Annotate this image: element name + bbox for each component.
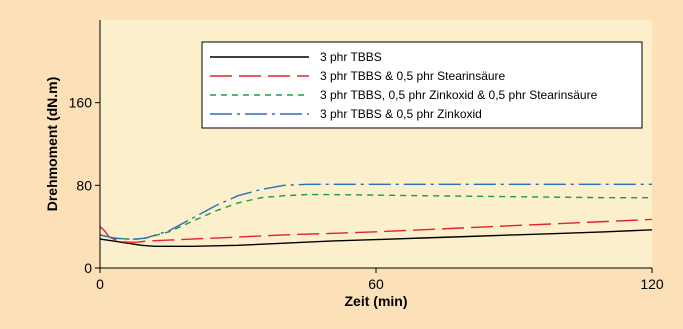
x-tick-label: 120 — [640, 276, 664, 292]
series-layer — [99, 183, 653, 247]
y-axis-title: Drehmoment (dN.m) — [44, 77, 60, 212]
series-line-1 — [99, 229, 653, 247]
legend-label-3: 3 phr TBBS, 0,5 phr Zinkoxid & 0,5 phr S… — [320, 88, 598, 102]
legend-label-2: 3 phr TBBS & 0,5 phr Stearinsäure — [320, 69, 506, 83]
legend: 3 phr TBBS 3 phr TBBS & 0,5 phr Stearinsä… — [201, 41, 643, 129]
series-line-4 — [99, 183, 652, 240]
series-line-2 — [99, 218, 653, 243]
y-tick-label: 80 — [76, 177, 92, 193]
x-tick-label: 0 — [96, 276, 104, 292]
ticks: 0 60 120 0 80 160 — [69, 95, 664, 292]
y-tick-label: 160 — [69, 95, 93, 111]
x-tick-label: 60 — [368, 276, 384, 292]
x-axis-title: Zeit (min) — [345, 293, 408, 309]
legend-label-1: 3 phr TBBS — [320, 50, 382, 64]
legend-label-4: 3 phr TBBS & 0,5 phr Zinkoxid — [320, 107, 482, 121]
y-tick-label: 0 — [84, 260, 92, 276]
